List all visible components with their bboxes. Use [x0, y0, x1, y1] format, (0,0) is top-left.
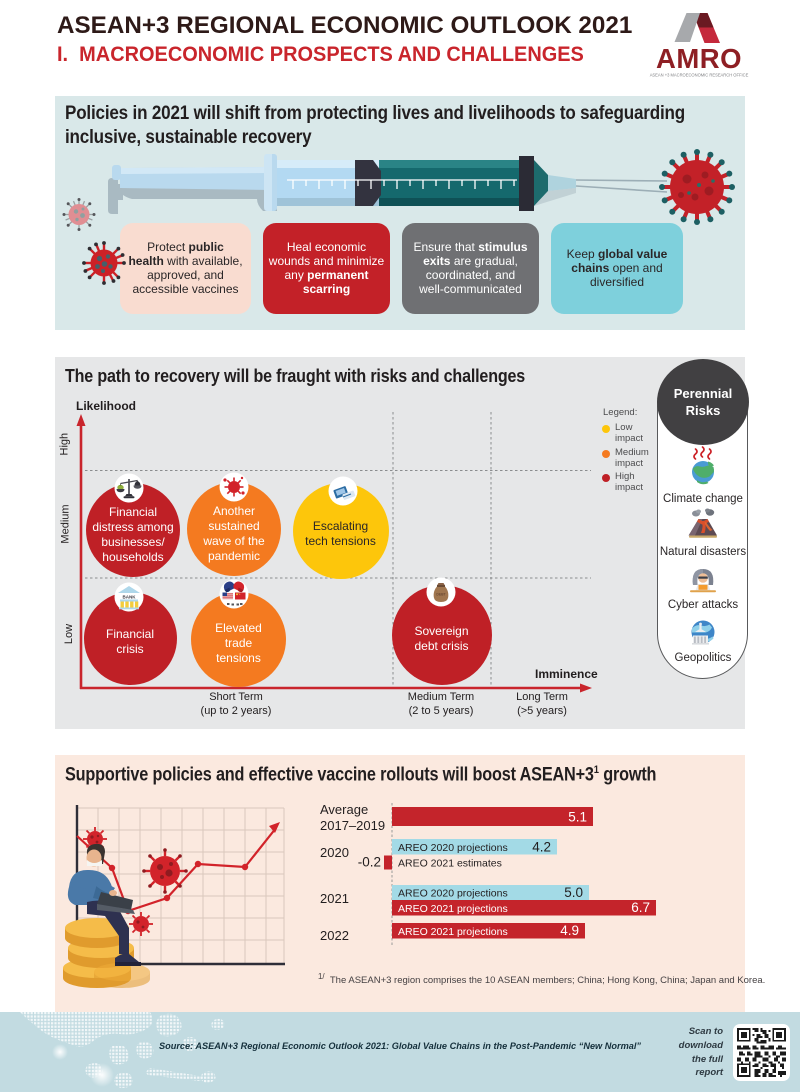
svg-text:Climate change: Climate change [663, 493, 743, 505]
svg-text:AMRO: AMRO [656, 43, 742, 74]
svg-text:AREO 2021 projections: AREO 2021 projections [398, 903, 508, 915]
svg-text:Cyber attacks: Cyber attacks [668, 599, 739, 611]
svg-text:5.0: 5.0 [564, 885, 583, 900]
svg-text:DEBT: DEBT [436, 593, 446, 597]
svg-text:AREO 2020 projections: AREO 2020 projections [398, 842, 508, 854]
svg-text:AREO 2021 projections: AREO 2021 projections [398, 926, 508, 938]
svg-text:4.2: 4.2 [532, 840, 551, 855]
svg-text:AREO 2021 estimates: AREO 2021 estimates [398, 858, 502, 870]
svg-text:ASEAN +3 MACROECONOMIC RESEARC: ASEAN +3 MACROECONOMIC RESEARCH OFFICE [650, 73, 749, 78]
svg-text:Natural disasters: Natural disasters [660, 546, 747, 558]
svg-text:BANK: BANK [123, 595, 137, 600]
svg-text:4.9: 4.9 [560, 923, 579, 938]
svg-text:5.1: 5.1 [568, 810, 587, 825]
svg-text:6.7: 6.7 [631, 900, 650, 915]
svg-text:-0.2: -0.2 [358, 855, 381, 870]
svg-text:Geopolitics: Geopolitics [675, 652, 732, 664]
svg-text:AREO 2020 projections: AREO 2020 projections [398, 888, 508, 900]
